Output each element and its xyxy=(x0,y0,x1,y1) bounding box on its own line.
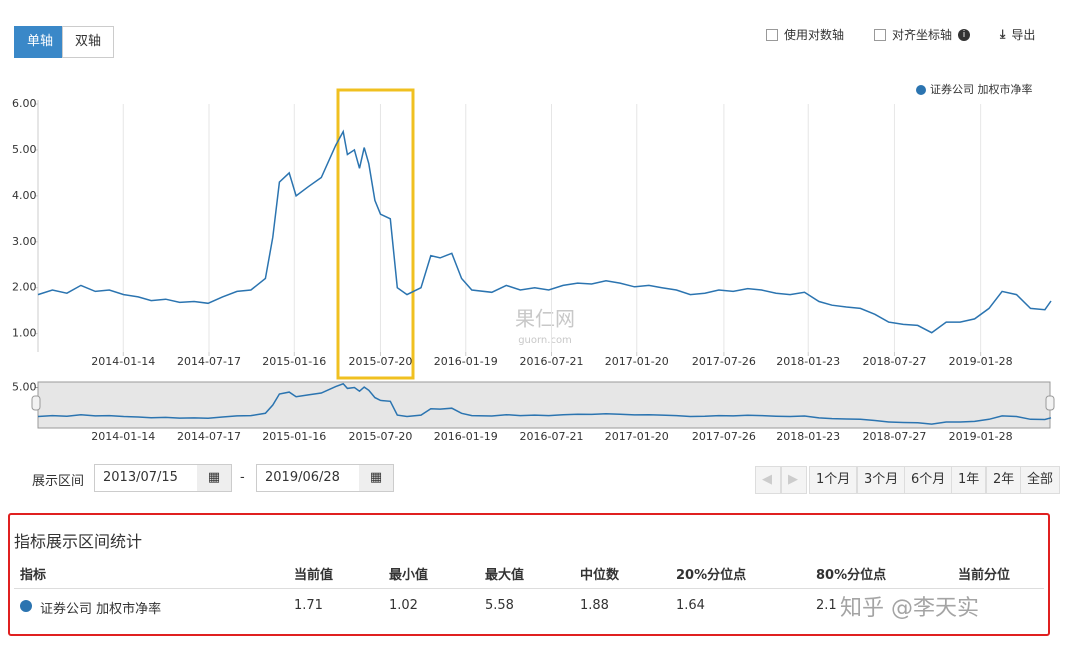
stats-frame xyxy=(8,513,1050,636)
x-tick-label: 2016-07-21 xyxy=(520,355,584,368)
y-tick-label: 1.00 xyxy=(12,327,37,340)
x-tick-label: 2014-07-17 xyxy=(177,355,241,368)
export-label: 导出 xyxy=(1011,28,1036,42)
x-tick-label: 2018-01-23 xyxy=(776,355,840,368)
option-label: 使用对数轴 xyxy=(784,28,845,42)
navigator-x-tick-label: 2017-07-26 xyxy=(692,430,756,443)
checkbox[interactable] xyxy=(874,28,886,41)
table-cell: 2.1 xyxy=(816,598,837,613)
navigator-x-tick-label: 2015-07-20 xyxy=(349,430,413,443)
navigator-handle[interactable] xyxy=(31,395,41,411)
start-date-text: 2013/07/15 xyxy=(103,470,178,485)
option[interactable]: 使用对数轴 xyxy=(766,26,844,43)
next-button[interactable]: ▶ xyxy=(781,466,807,494)
tab[interactable]: 双轴 xyxy=(62,26,115,58)
calendar-icon[interactable]: ▦ xyxy=(359,465,393,491)
range-button[interactable]: 1年 xyxy=(951,466,987,494)
navigator-x-tick-label: 2014-01-14 xyxy=(91,430,155,443)
table-cell: 证券公司 加权市净率 xyxy=(40,602,162,617)
column-header: 中位数 xyxy=(580,568,620,583)
range-button[interactable]: 2年 xyxy=(986,466,1022,494)
row-divider xyxy=(14,588,1044,589)
separator: - xyxy=(240,470,245,485)
x-tick-label: 2015-07-20 xyxy=(349,355,413,368)
watermark: 知乎 @李天实 xyxy=(840,596,979,621)
navigator-x-tick-label: 2018-07-27 xyxy=(862,430,926,443)
range-button[interactable]: 6个月 xyxy=(904,466,953,494)
navigator-background xyxy=(37,381,1051,429)
series-marker xyxy=(20,600,32,612)
y-tick-label: 4.00 xyxy=(12,189,37,202)
column-header: 最大值 xyxy=(485,568,525,583)
end-date-text: 2019/06/28 xyxy=(265,470,340,485)
tab[interactable]: 单轴 xyxy=(14,26,67,58)
navigator-x-tick-label: 2017-01-20 xyxy=(605,430,669,443)
navigator-handle[interactable] xyxy=(1045,395,1055,411)
checkbox[interactable] xyxy=(766,28,778,41)
navigator-x-tick-label: 2016-07-21 xyxy=(520,430,584,443)
legend-label[interactable]: 证券公司 加权市净率 xyxy=(930,82,1033,96)
navigator-y-tick-label: 5.00 xyxy=(12,381,37,394)
end-date[interactable]: 2019/06/28 ▦ xyxy=(256,464,394,492)
table-cell: 1.02 xyxy=(389,598,418,613)
x-tick-label: 2019-01-28 xyxy=(949,355,1013,368)
option-label: 对齐坐标轴 xyxy=(892,28,953,42)
range-button[interactable]: 3个月 xyxy=(857,466,906,494)
watermark: guorn.com xyxy=(518,335,572,346)
download-icon: ⤓ xyxy=(1000,27,1006,41)
highlight-box xyxy=(336,88,415,380)
x-tick-label: 2015-01-16 xyxy=(262,355,326,368)
table-cell: 1.64 xyxy=(676,598,705,613)
column-header: 指标 xyxy=(20,568,47,583)
range-label: 展示区间 xyxy=(32,474,85,489)
calendar-icon[interactable]: ▦ xyxy=(197,465,231,491)
navigator-x-tick-label: 2018-01-23 xyxy=(776,430,840,443)
x-tick-label: 2018-07-27 xyxy=(862,355,926,368)
navigator-line xyxy=(37,382,1052,425)
x-tick-label: 2016-01-19 xyxy=(434,355,498,368)
navigator-x-tick-label: 2016-01-19 xyxy=(434,430,498,443)
column-header: 20%分位点 xyxy=(676,568,747,583)
y-tick-label: 3.00 xyxy=(12,235,37,248)
legend-marker[interactable] xyxy=(916,85,926,95)
option[interactable]: 对齐坐标轴 i xyxy=(874,26,971,43)
export-button[interactable]: ⤓ 导出 xyxy=(1000,26,1035,43)
x-tick-label: 2017-01-20 xyxy=(605,355,669,368)
column-header: 当前值 xyxy=(294,568,334,583)
y-tick-label: 2.00 xyxy=(12,281,37,294)
chart: 果仁网 guorn.com 证券公司 加权市净率 2014-01-14 2014-… xyxy=(12,82,1055,443)
x-tick-label: 2014-01-14 xyxy=(91,355,155,368)
prev-button[interactable]: ◀ xyxy=(755,466,781,494)
column-header: 当前分位 xyxy=(958,568,1011,583)
start-date[interactable]: 2013/07/15 ▦ xyxy=(94,464,232,492)
stats-title: 指标展示区间统计 xyxy=(14,532,143,551)
info-icon: i xyxy=(958,28,971,41)
table-cell: 1.88 xyxy=(580,598,609,613)
range-button[interactable]: 全部 xyxy=(1020,466,1061,494)
navigator-x-tick-label: 2015-01-16 xyxy=(262,430,326,443)
range-button[interactable]: 1个月 xyxy=(809,466,858,494)
x-tick-label: 2017-07-26 xyxy=(692,355,756,368)
navigator-x-tick-label: 2014-07-17 xyxy=(177,430,241,443)
column-header: 80%分位点 xyxy=(816,568,887,583)
navigator-x-tick-label: 2019-01-28 xyxy=(949,430,1013,443)
watermark: 果仁网 xyxy=(515,307,575,331)
series-line xyxy=(37,129,1052,334)
column-header: 最小值 xyxy=(389,568,429,583)
table-cell: 1.71 xyxy=(294,598,323,613)
table-cell: 5.58 xyxy=(485,598,514,613)
y-tick-label: 6.00 xyxy=(12,97,37,110)
y-tick-label: 5.00 xyxy=(12,143,37,156)
